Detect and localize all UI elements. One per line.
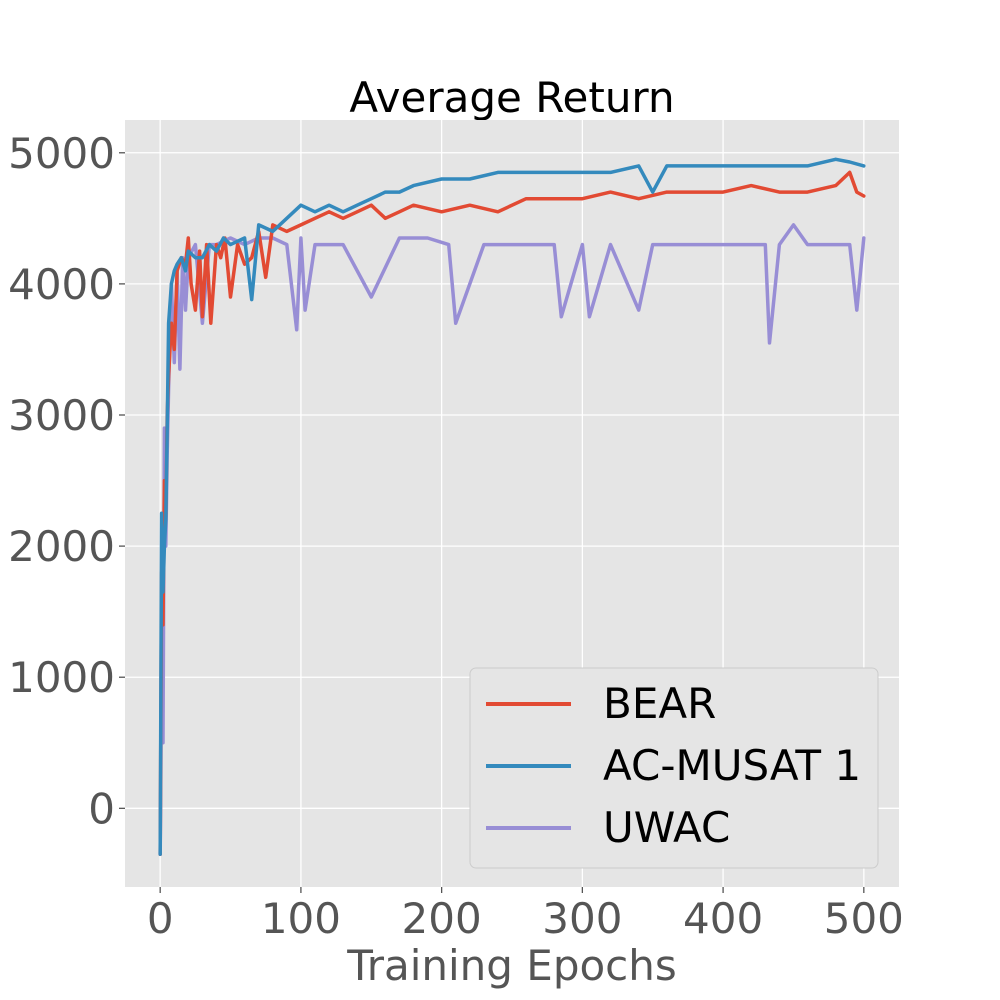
y-tick-label: 4000	[8, 260, 115, 309]
legend: BEAR AC-MUSAT 1 UWAC	[469, 667, 879, 869]
chart-title: Average Return	[349, 73, 674, 122]
x-tick-label: 0	[147, 894, 174, 943]
grid	[125, 120, 899, 887]
x-tick-label: 200	[402, 894, 482, 943]
y-tick-label: 2000	[8, 522, 115, 571]
legend-label-ac-musat-1: AC-MUSAT 1	[603, 741, 861, 790]
x-tick-label: 100	[261, 894, 341, 943]
series-lines	[158, 157, 866, 856]
x-axis-label: Training Epochs	[346, 941, 677, 990]
y-ticks: 0 1000 2000 3000 4000 5000	[8, 129, 125, 833]
series-line-bear	[158, 170, 866, 856]
legend-label-bear: BEAR	[603, 679, 716, 728]
x-tick-label: 500	[824, 894, 904, 943]
y-tick-label: 5000	[8, 129, 115, 178]
series-line-ac-musat-1	[158, 157, 866, 856]
legend-label-uwac: UWAC	[603, 803, 730, 852]
y-tick-label: 0	[88, 784, 115, 833]
y-tick-label: 1000	[8, 653, 115, 702]
y-tick-label: 3000	[8, 391, 115, 440]
x-tick-label: 300	[542, 894, 622, 943]
legend-box	[469, 667, 879, 869]
x-ticks: 0 100 200 300 400 500	[147, 887, 904, 943]
x-tick-label: 400	[683, 894, 763, 943]
